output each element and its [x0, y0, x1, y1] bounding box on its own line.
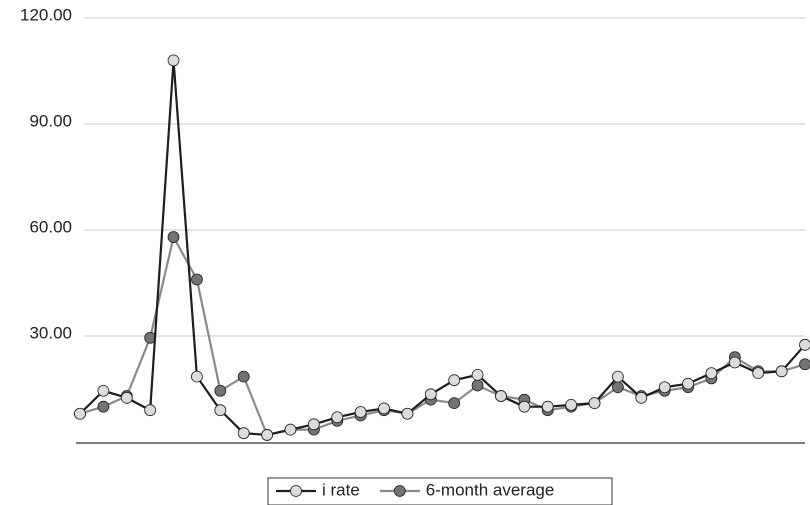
y-tick-label: 90.00: [29, 111, 72, 130]
point: [261, 429, 273, 441]
y-tick-label: 30.00: [29, 323, 72, 342]
point: [752, 367, 765, 380]
point: [237, 427, 250, 440]
point: [635, 391, 648, 404]
series-line: [79, 60, 806, 437]
point: [167, 231, 180, 243]
legend-label: 6-month average: [426, 480, 555, 499]
legend-box: [267, 477, 613, 505]
point: [401, 407, 414, 420]
point: [518, 400, 531, 413]
point: [97, 384, 110, 397]
point: [331, 411, 344, 424]
point: [541, 400, 554, 413]
point: [97, 400, 110, 413]
point: [424, 388, 437, 401]
point: [471, 368, 484, 381]
point: [612, 381, 624, 394]
point: [705, 367, 718, 380]
point: [144, 404, 157, 417]
point: [378, 402, 390, 415]
point: [214, 384, 227, 397]
legend-marker: [290, 485, 302, 497]
point: [658, 381, 671, 394]
legend-label: i rate: [322, 480, 360, 499]
point: [354, 406, 367, 418]
point: [728, 356, 741, 369]
legend-marker: [393, 485, 406, 497]
point: [588, 397, 601, 410]
point: [448, 397, 461, 410]
y-tick-label: 60.00: [29, 217, 72, 236]
point: [471, 379, 484, 392]
point: [565, 398, 578, 411]
point: [612, 370, 624, 383]
point: [495, 390, 507, 402]
point: [799, 358, 810, 371]
point: [284, 423, 297, 436]
y-tick-label: 120.00: [20, 5, 72, 24]
point: [74, 407, 86, 420]
point: [237, 370, 250, 383]
point: [120, 391, 133, 404]
point: [167, 54, 180, 67]
point: [214, 404, 227, 417]
point: [799, 338, 810, 351]
point: [682, 377, 694, 390]
point: [448, 374, 461, 387]
point: [191, 273, 203, 286]
point: [307, 418, 320, 431]
point: [191, 370, 203, 383]
point: [775, 365, 788, 378]
